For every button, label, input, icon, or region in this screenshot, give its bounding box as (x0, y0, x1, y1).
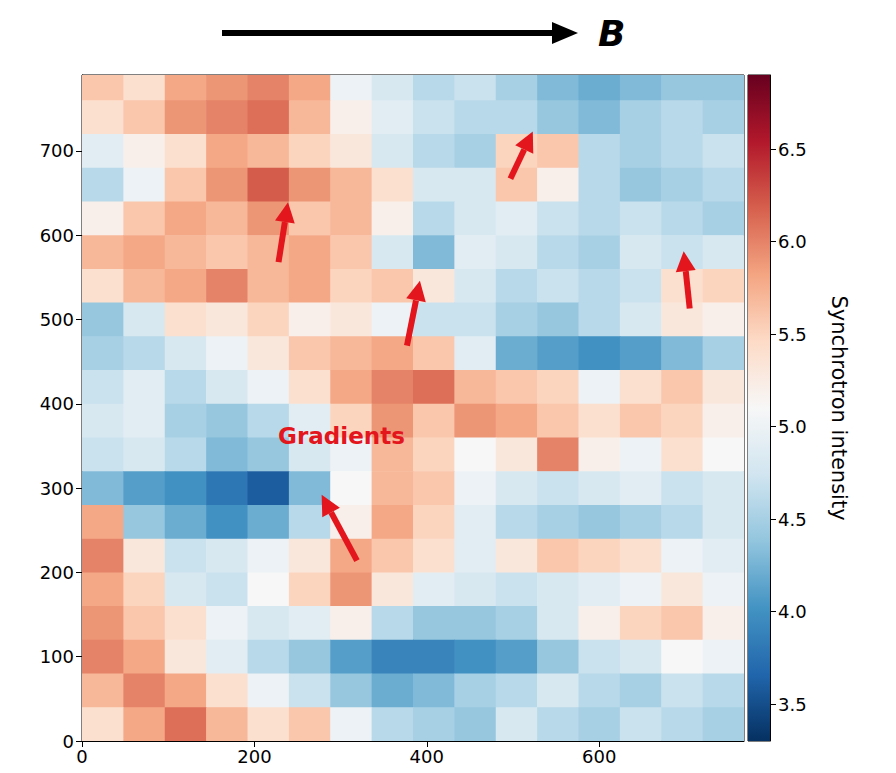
svg-text:5.0: 5.0 (778, 416, 807, 437)
svg-text:4.0: 4.0 (778, 601, 807, 622)
svg-text:0: 0 (63, 731, 74, 752)
svg-text:Synchrotron intensity: Synchrotron intensity (827, 295, 851, 520)
svg-text:600: 600 (582, 746, 616, 767)
svg-text:200: 200 (40, 562, 74, 583)
svg-text:400: 400 (410, 746, 444, 767)
svg-text:0: 0 (76, 746, 87, 767)
svg-text:500: 500 (40, 309, 74, 330)
svg-text:600: 600 (40, 225, 74, 246)
svg-text:300: 300 (40, 478, 74, 499)
svg-text:6.0: 6.0 (778, 231, 807, 252)
svg-text:100: 100 (40, 646, 74, 667)
svg-text:200: 200 (237, 746, 271, 767)
svg-text:6.5: 6.5 (778, 139, 807, 160)
svg-text:4.5: 4.5 (778, 509, 807, 530)
svg-text:700: 700 (40, 140, 74, 161)
svg-text:3.5: 3.5 (778, 694, 807, 715)
svg-text:5.5: 5.5 (778, 324, 807, 345)
svg-text:B: B (598, 13, 625, 54)
svg-text:400: 400 (40, 393, 74, 414)
svg-text:Gradients: Gradients (278, 423, 405, 449)
